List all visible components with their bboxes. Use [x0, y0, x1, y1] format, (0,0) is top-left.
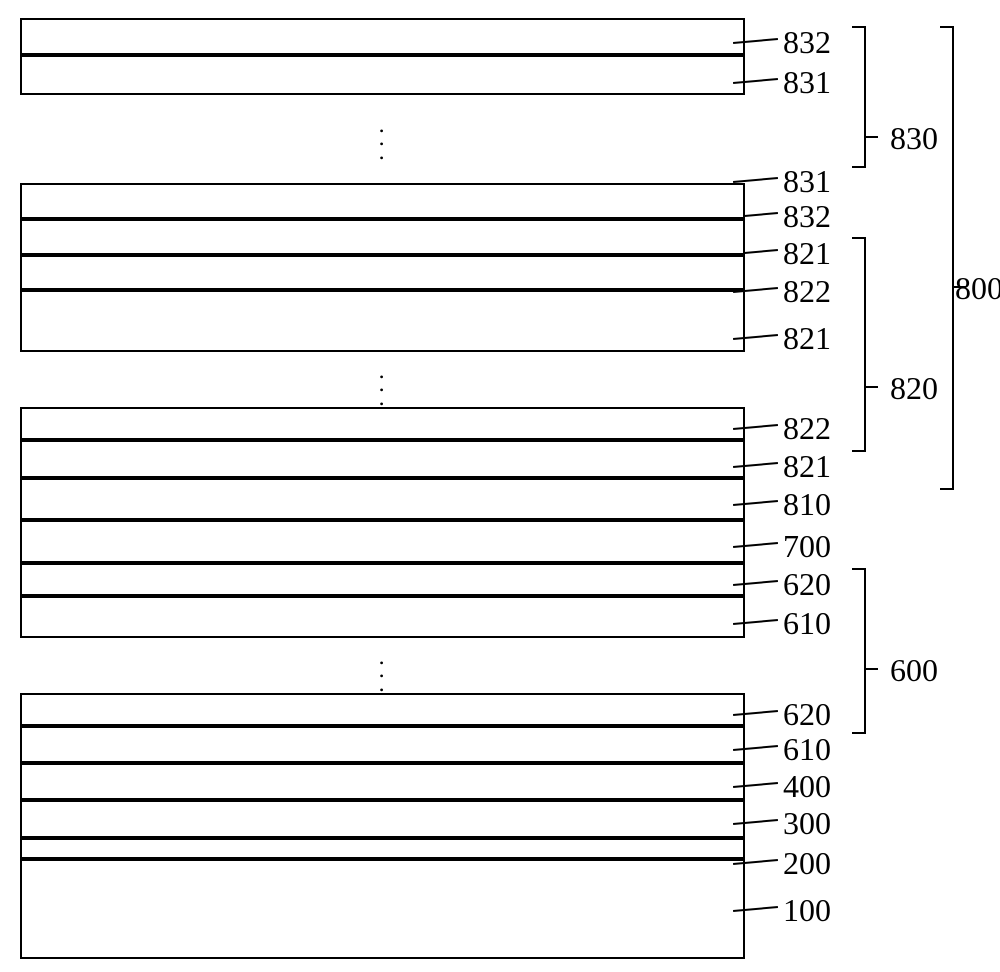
- layer-L810: [20, 478, 745, 520]
- layer-label: 200: [783, 845, 831, 882]
- layer-L610t: [20, 596, 745, 638]
- layer-label: 822: [783, 410, 831, 447]
- layer-label: 831: [783, 163, 831, 200]
- layer-label: 100: [783, 892, 831, 929]
- layer-L831b: [20, 183, 745, 219]
- layer-label: 810: [783, 486, 831, 523]
- layer-L300: [20, 800, 745, 838]
- bracket-tick: [866, 136, 878, 138]
- bracket: [852, 237, 866, 452]
- bracket-tick: [866, 668, 878, 670]
- layer-label: 821: [783, 320, 831, 357]
- layer-label: 821: [783, 448, 831, 485]
- bracket-label: 830: [890, 120, 938, 157]
- layer-L831t: [20, 55, 745, 95]
- layer-label: 832: [783, 198, 831, 235]
- layer-label: 620: [783, 566, 831, 603]
- layer-L200: [20, 838, 745, 859]
- layer-L400: [20, 763, 745, 800]
- layer-L100: [20, 859, 745, 959]
- inner-line: [20, 290, 745, 292]
- ellipsis-icon: •••: [380, 655, 384, 697]
- bracket-tick: [866, 386, 878, 388]
- layer-label: 831: [783, 64, 831, 101]
- layer-label: 700: [783, 528, 831, 565]
- bracket: [852, 568, 866, 734]
- leader-line: [733, 177, 778, 183]
- layer-L822b: [20, 407, 745, 440]
- bracket-label: 800: [955, 270, 1000, 307]
- layer-label: 620: [783, 696, 831, 733]
- layer-L832t: [20, 18, 745, 55]
- layer-L821t_box: [20, 255, 745, 352]
- layer-L620b: [20, 693, 745, 726]
- layer-stack-diagram: 100200300400610620•••610620700810821822•…: [0, 0, 1000, 972]
- bracket-label: 820: [890, 370, 938, 407]
- layer-label: 400: [783, 768, 831, 805]
- layer-label: 821: [783, 235, 831, 272]
- layer-L620t: [20, 563, 745, 596]
- bracket: [940, 26, 954, 490]
- layer-L832b: [20, 219, 745, 255]
- bracket-label: 600: [890, 652, 938, 689]
- layer-L610b: [20, 726, 745, 763]
- ellipsis-icon: •••: [380, 369, 384, 411]
- layer-label: 822: [783, 273, 831, 310]
- layer-L700: [20, 520, 745, 563]
- ellipsis-icon: •••: [380, 123, 384, 165]
- layer-label: 610: [783, 731, 831, 768]
- layer-label: 610: [783, 605, 831, 642]
- bracket: [852, 26, 866, 168]
- layer-label: 300: [783, 805, 831, 842]
- layer-L821b: [20, 440, 745, 478]
- layer-label: 832: [783, 24, 831, 61]
